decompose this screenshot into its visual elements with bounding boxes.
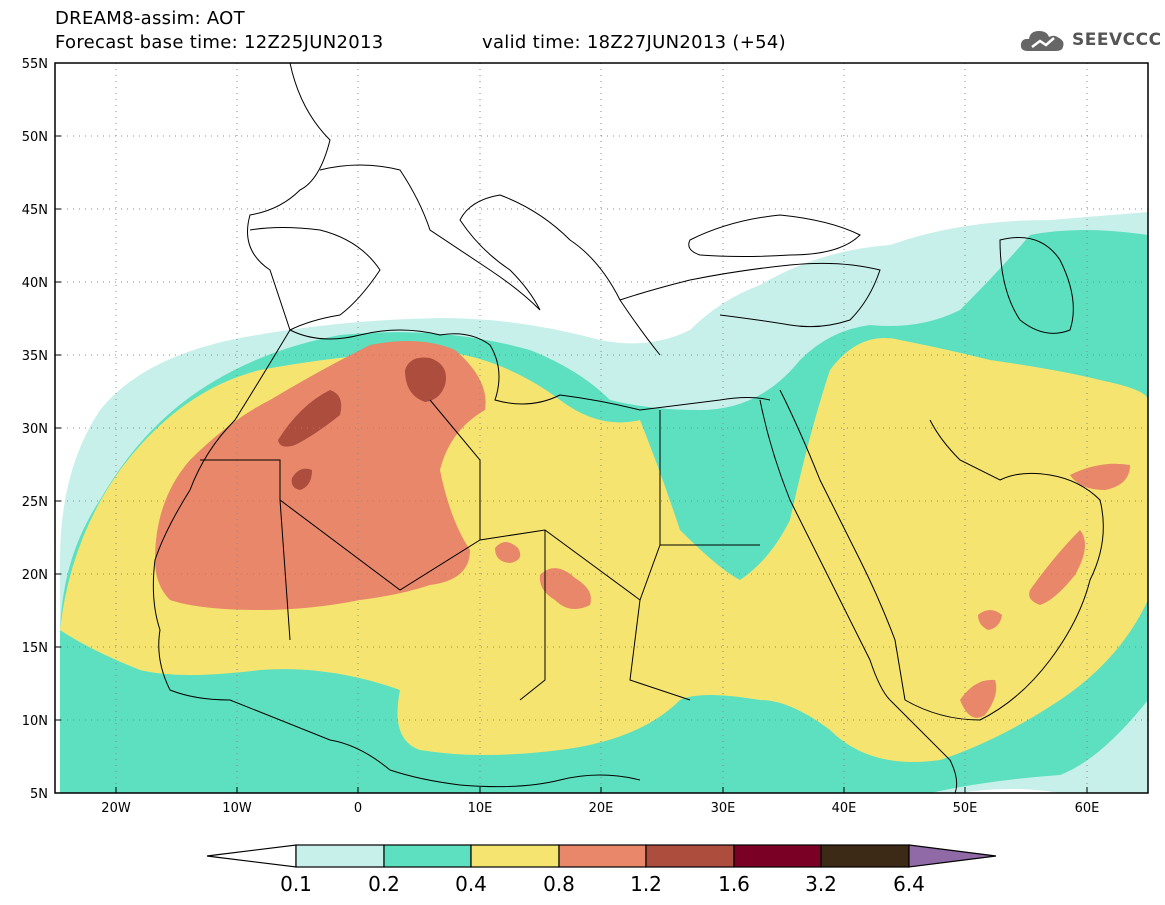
colorbar-label: 0.1: [280, 872, 312, 896]
aot-band-0.8: [155, 341, 486, 610]
lat-label: 50N: [22, 130, 48, 145]
colorbar-label: 0.4: [455, 872, 487, 896]
aot-band-0.8-sudan: [495, 542, 521, 563]
colorbar-under-arrow: [206, 844, 297, 868]
colorbar-label: 0.8: [543, 872, 575, 896]
colorbar-over-arrow: [908, 844, 997, 868]
longitude-labels: 20W 10W 0 10E 20E 30E 40E 50E 60E: [101, 801, 1099, 816]
lon-label: 0: [354, 801, 362, 816]
lon-label: 20W: [101, 801, 131, 816]
lon-label: 10E: [468, 801, 493, 816]
colorbar-swatch: [558, 844, 647, 868]
colorbar-label: 0.2: [368, 872, 400, 896]
lat-label: 20N: [22, 568, 48, 583]
valid-time: valid time: 18Z27JUN2013 (+54): [482, 32, 786, 53]
colorbar-swatch: [383, 844, 472, 868]
aot-band-1.2: [405, 357, 446, 402]
seevccc-logo: SEEVCCC: [1018, 24, 1162, 56]
colorbar-swatch: [733, 844, 822, 868]
logo-text: SEEVCCC: [1072, 30, 1162, 50]
lon-label: 10W: [222, 801, 252, 816]
aot-field: [55, 63, 1148, 793]
lat-label: 35N: [22, 349, 48, 364]
colorbar: [206, 844, 997, 868]
map-title: DREAM8-assim: AOT: [55, 8, 245, 29]
colorbar-swatch: [645, 844, 735, 868]
colorbar-label: 1.2: [630, 872, 662, 896]
lat-label: 25N: [22, 495, 48, 510]
lon-label: 60E: [1075, 801, 1100, 816]
aot-band-0.8-chad: [539, 568, 591, 609]
colorbar-labels: 0.1 0.2 0.4 0.8 1.2 1.6 3.2 6.4: [280, 872, 925, 896]
lat-label: 45N: [22, 203, 48, 218]
aot-band-1.2-spot: [291, 468, 312, 490]
colorbar-swatch: [295, 844, 385, 868]
cloud-icon: [1020, 31, 1064, 51]
lon-label: 30E: [711, 801, 736, 816]
lat-label: 55N: [22, 57, 48, 72]
aot-band-0.8-gulf: [1070, 463, 1130, 490]
colorbar-swatch: [470, 844, 560, 868]
lat-label: 30N: [22, 422, 48, 437]
coastlines: [152, 63, 1104, 793]
latitude-labels: 55N 50N 45N 40N 35N 30N 25N 20N 15N 10N …: [22, 57, 48, 802]
forecast-base-time: Forecast base time: 12Z25JUN2013: [55, 32, 384, 53]
aot-band-0.8-yemen: [960, 679, 997, 718]
lat-label: 10N: [22, 714, 48, 729]
lat-label: 5N: [30, 787, 48, 802]
colorbar-label: 1.6: [718, 872, 750, 896]
lat-label: 40N: [22, 276, 48, 291]
tick-marks: [55, 62, 1088, 794]
graticule: [55, 63, 1148, 793]
colorbar-label: 6.4: [893, 872, 925, 896]
lon-label: 20E: [589, 801, 614, 816]
lat-label: 15N: [22, 641, 48, 656]
aot-band-0.8-oman: [1029, 530, 1085, 605]
colorbar-swatch: [820, 844, 910, 868]
colorbar-label: 3.2: [805, 872, 837, 896]
aot-band-1.2-atlas: [278, 390, 342, 447]
lon-label: 50E: [953, 801, 978, 816]
lon-label: 40E: [832, 801, 857, 816]
aot-band-0.8-rub: [978, 610, 1002, 630]
